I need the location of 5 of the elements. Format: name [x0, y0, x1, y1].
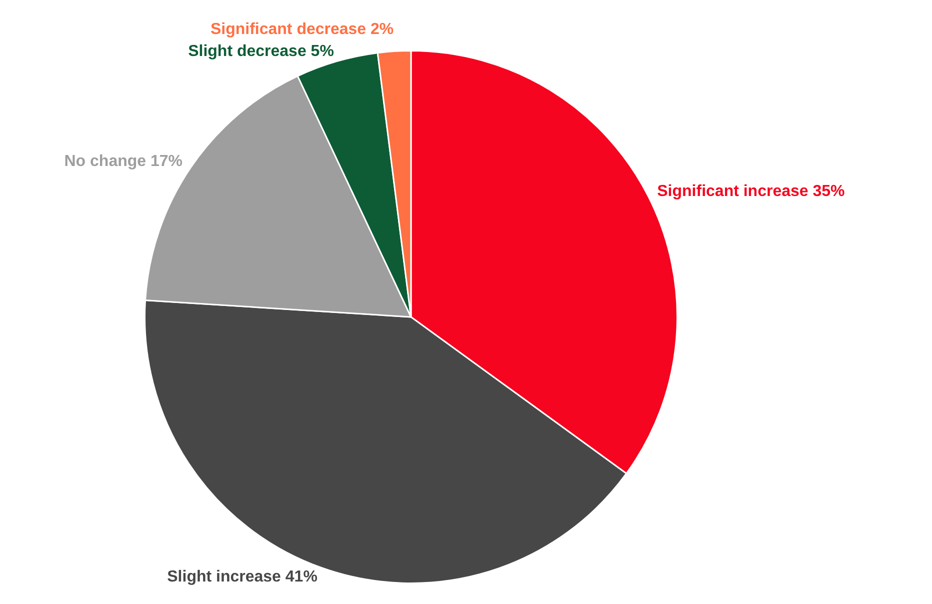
slice-label: Significant decrease 2%: [210, 21, 394, 38]
slice-label: Slight increase 41%: [167, 568, 318, 586]
slice-label: Significant increase 35%: [657, 182, 845, 200]
slice-label: No change 17%: [64, 153, 183, 170]
slice-label: Slight decrease 5%: [188, 43, 334, 60]
